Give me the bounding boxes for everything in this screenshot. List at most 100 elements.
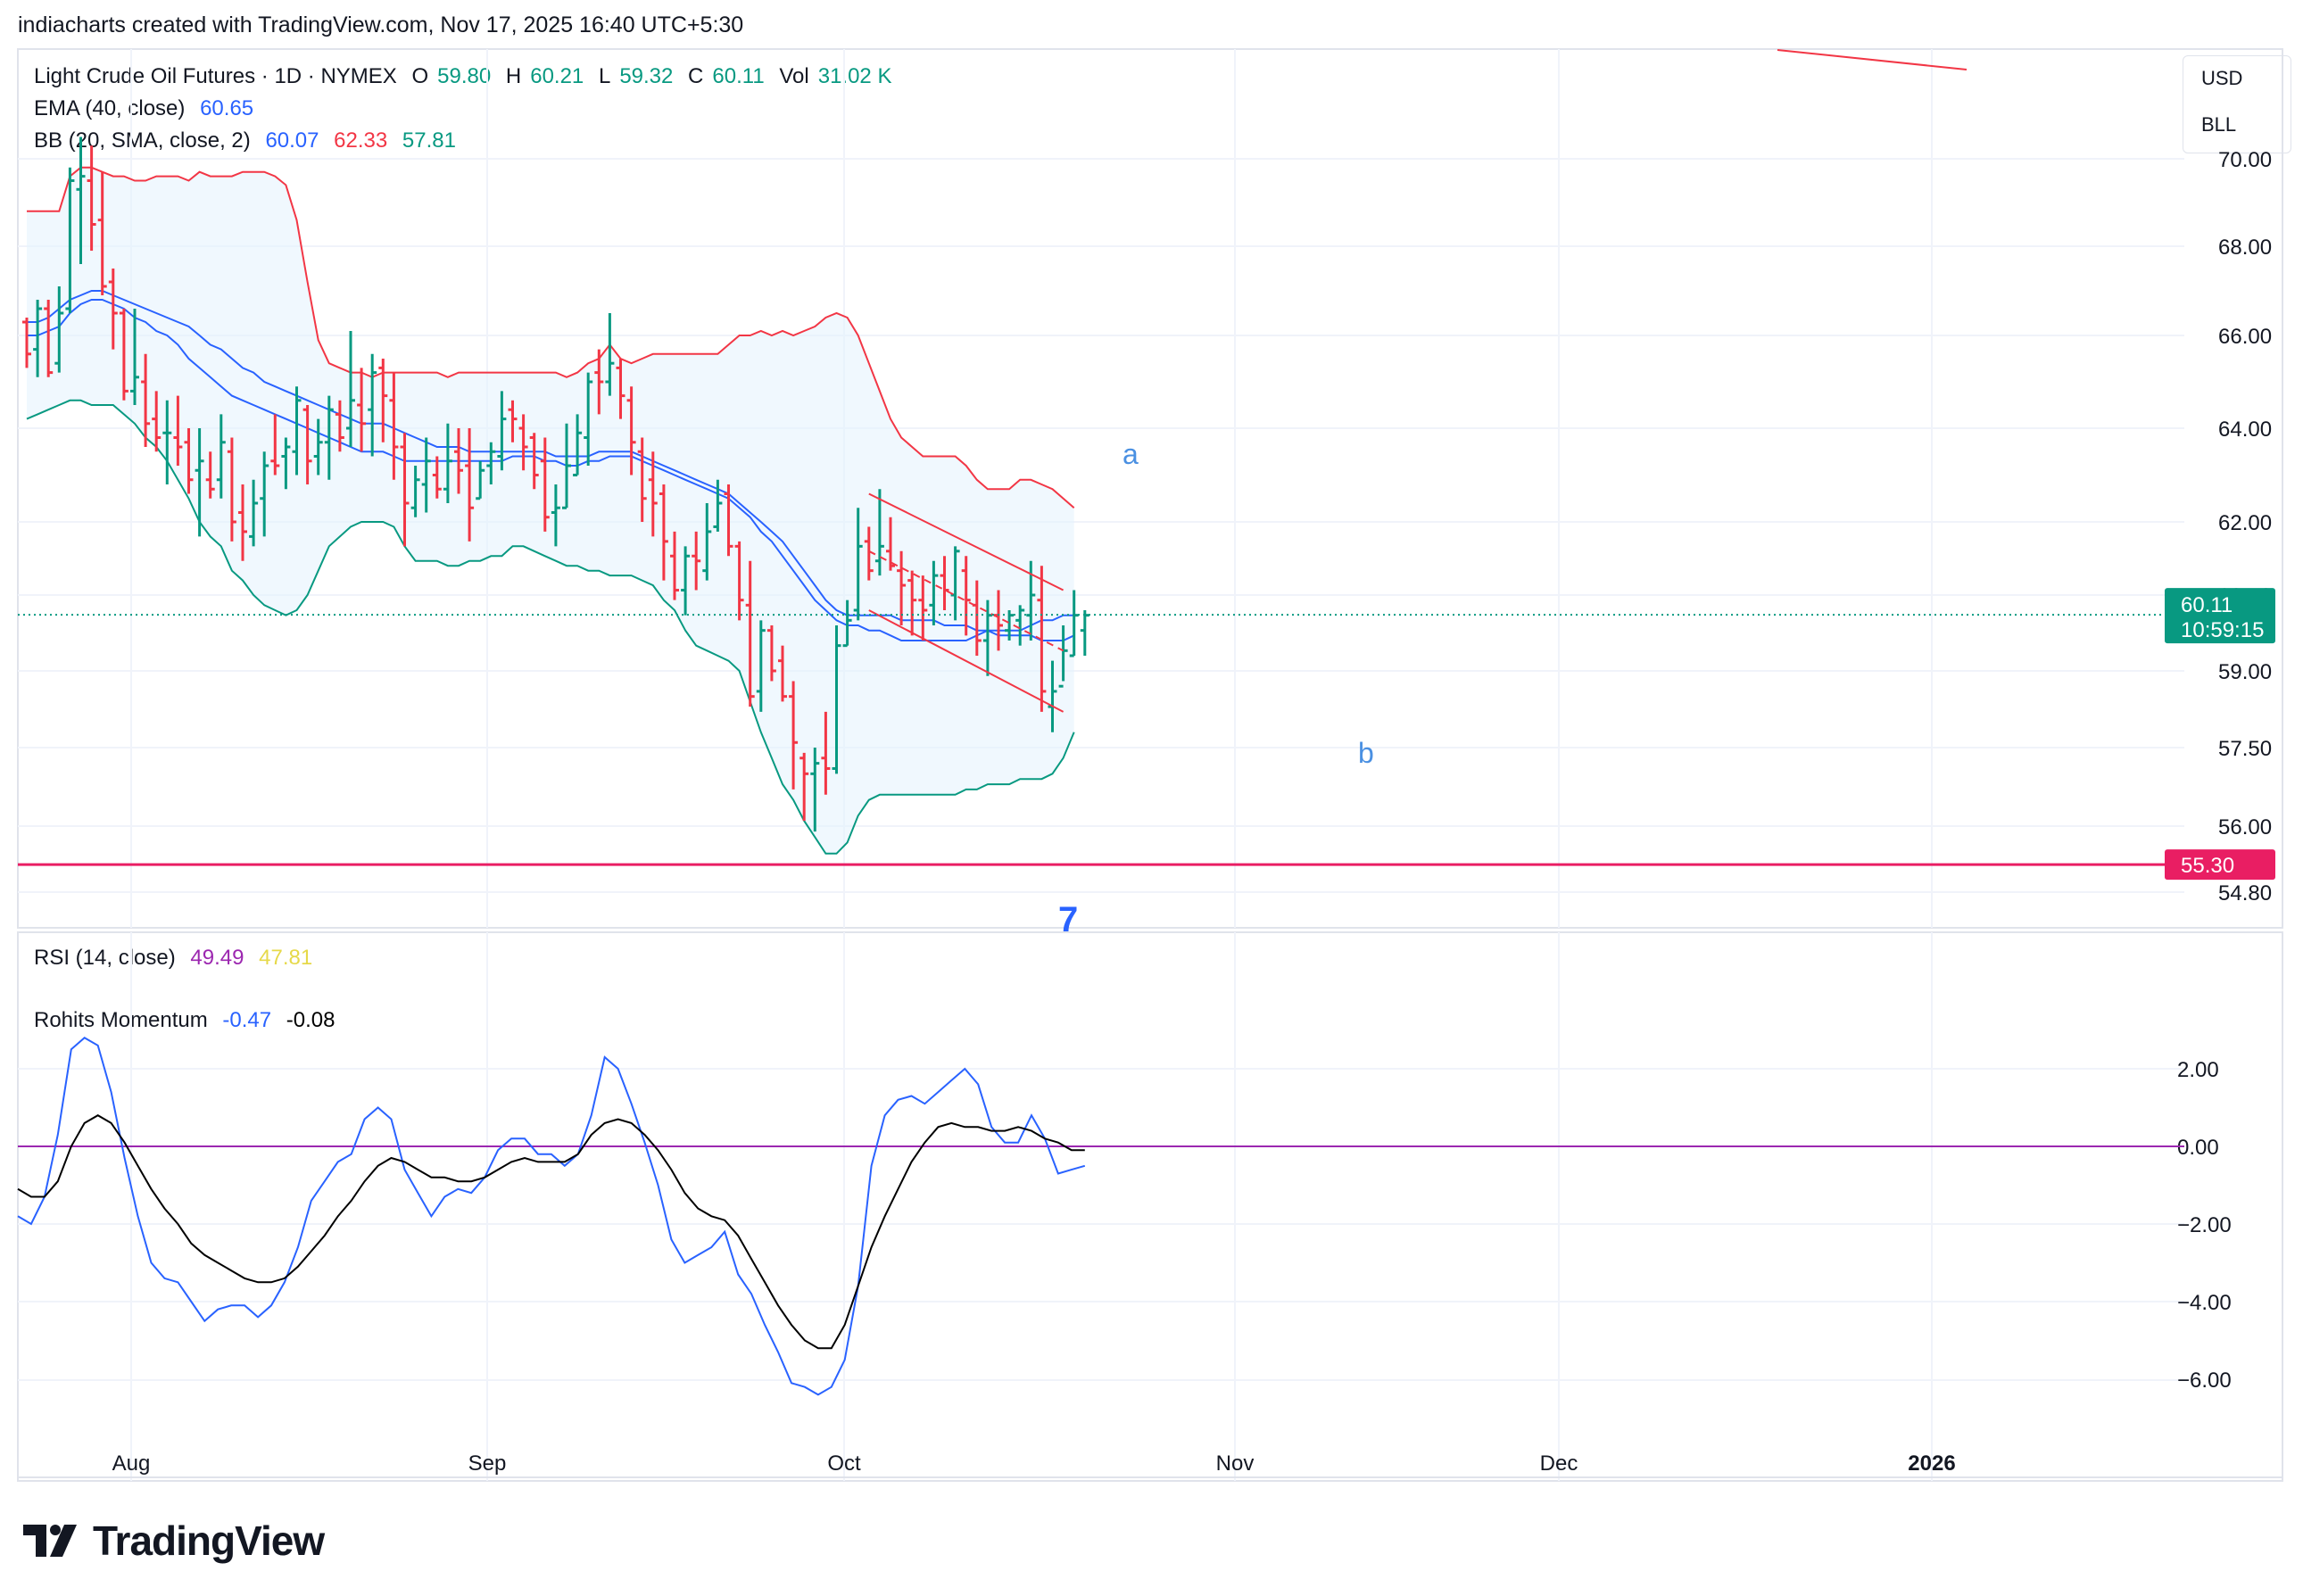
price-tick-label: 60.50 (2218, 584, 2272, 608)
rsi-legend[interactable]: RSI (14, close) 49.49 47.81 (34, 946, 321, 971)
channel-lower-line (868, 609, 1065, 713)
ohlc-bar (97, 171, 107, 295)
grid-lines (17, 48, 2283, 1482)
rsi-ma-value: 47.81 (259, 946, 313, 970)
trend-line-top (1777, 49, 1967, 70)
indicator-lines (26, 49, 1967, 855)
ohlc-bar (302, 405, 312, 484)
ohlc-bar (270, 414, 280, 475)
ohlc-bar (195, 428, 204, 537)
time-tick-label: 2026 (1908, 1451, 1955, 1476)
currency-label[interactable]: USD (2201, 67, 2243, 89)
countdown-value: 10:59:15 (2181, 618, 2264, 642)
tradingview-logo[interactable]: TradingView (23, 1517, 325, 1565)
ohlc-bar (141, 353, 151, 447)
price-tick-label: 64.00 (2218, 418, 2272, 442)
channel-mid-line (868, 550, 1065, 652)
bb-label: BB (20, SMA, close, 2) (34, 128, 251, 153)
ohlc-bar (357, 368, 367, 452)
price-tick-label: 66.00 (2218, 325, 2272, 349)
bb-legend[interactable]: BB (20, SMA, close, 2) 60.07 62.33 57.81 (34, 128, 465, 153)
ohlc-bar (54, 286, 64, 373)
wave-a-label: a (1123, 438, 1139, 470)
ohlc-bar (702, 503, 712, 581)
ohlc-bar (1069, 590, 1079, 657)
momentum-fast-line (17, 1036, 1086, 1396)
momentum-slow-line (17, 1114, 1085, 1350)
time-tick-label: Dec (1540, 1451, 1578, 1476)
ohlc-bar (832, 625, 841, 774)
ohlc-bar (173, 395, 183, 466)
price-tick-label: 57.50 (2218, 737, 2272, 761)
ohlc-bar (745, 560, 755, 707)
ohlc-bar (1005, 610, 1015, 641)
close-label: C (688, 64, 704, 88)
low-value: 59.32 (619, 64, 674, 88)
volume-value: 31.02 K (817, 64, 892, 88)
last-price-value: 60.11 (2181, 593, 2233, 617)
bb-upper-line (27, 166, 1075, 509)
ema-line (27, 290, 1075, 641)
bollinger-band-fill (27, 167, 1074, 854)
unit-label[interactable]: BLL (2201, 113, 2237, 136)
ohlc-bar (648, 451, 658, 537)
bb-fill-area (27, 167, 1074, 854)
ohlc-bar (249, 479, 259, 547)
ohlc-bar (540, 437, 550, 532)
ohlc-bar (573, 414, 583, 476)
momentum-fast-value: -0.47 (222, 1008, 272, 1032)
price-tick-label: 54.80 (2218, 881, 2272, 906)
low-label: L (598, 64, 611, 88)
chart-credit: indiacharts created with TradingView.com… (18, 12, 744, 37)
ohlc-bar (853, 508, 863, 621)
ohlc-bar (152, 391, 162, 452)
currency-unit-box[interactable]: USD BLL (2183, 55, 2291, 153)
ema-legend[interactable]: EMA (40, close) 60.65 (34, 96, 262, 121)
price-tick-label: 68.00 (2218, 236, 2272, 260)
price-tick-label: 59.00 (2218, 660, 2272, 684)
bb-mid-value: 60.07 (265, 128, 319, 153)
price-tick-label: 62.00 (2218, 511, 2272, 535)
momentum-tick-label: −4.00 (2177, 1291, 2232, 1315)
ohlc-bar (65, 167, 75, 313)
tradingview-logo-icon (23, 1525, 77, 1557)
ohlc-bar (292, 386, 302, 475)
ohlc-bar (324, 395, 334, 480)
symbol-title[interactable]: Light Crude Oil Futures · 1D · NYMEX (34, 64, 397, 88)
ohlc-bar (281, 437, 291, 490)
ohlc-bar (465, 428, 475, 542)
price-tick-label: 56.00 (2218, 815, 2272, 839)
ohlc-bar (529, 433, 539, 490)
ohlc-bar (681, 546, 691, 616)
ohlc-bar (432, 456, 442, 499)
ohlc-bar (907, 570, 917, 636)
ohlc-bar (454, 428, 463, 494)
ohlc-bar (238, 484, 247, 561)
momentum-tick-label: −2.00 (2177, 1213, 2232, 1237)
ohlc-bar (443, 423, 452, 503)
ohlc-bar (227, 437, 236, 542)
wave-7-label: 7 (1058, 900, 1078, 939)
momentum-legend[interactable]: Rohits Momentum -0.47 -0.08 (34, 1008, 344, 1033)
ohlc-bar (778, 645, 787, 702)
time-tick-label: Sep (468, 1451, 507, 1476)
ohlc-bar (378, 359, 388, 442)
ohlc-bar (961, 556, 971, 636)
ohlc-bar (929, 560, 939, 625)
ohlc-bar (389, 372, 399, 480)
ohlc-bar (605, 313, 615, 396)
wave-b-label: b (1358, 737, 1374, 769)
ohlc-bar (940, 556, 949, 610)
ohlc-bar (864, 526, 874, 581)
support-value: 55.30 (2181, 854, 2234, 878)
momentum-tick-label: 0.00 (2177, 1136, 2219, 1160)
ohlc-bar (421, 437, 431, 513)
ohlc-bar (551, 484, 560, 547)
ohlc-bar (22, 318, 31, 368)
time-tick-label: Oct (827, 1451, 861, 1476)
ohlc-bar (346, 331, 355, 447)
time-tick-label: Nov (1216, 1451, 1255, 1476)
ohlc-bar (734, 541, 744, 621)
channel-upper-line (868, 492, 1065, 591)
